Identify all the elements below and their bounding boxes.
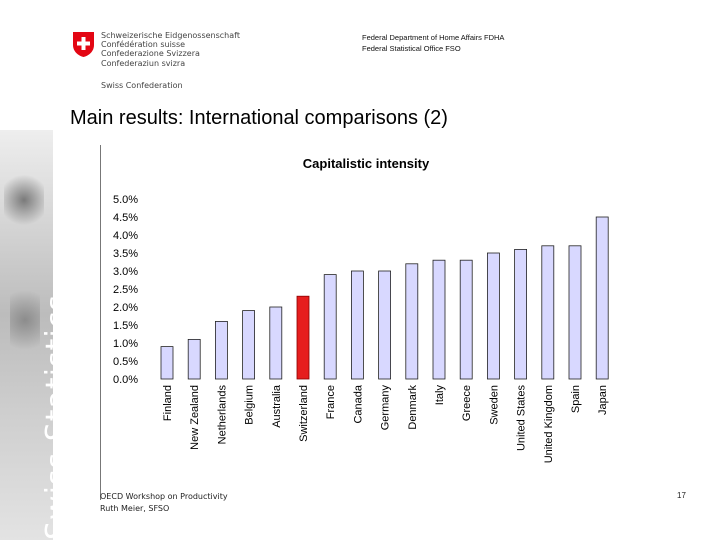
y-tick-label: 1.0%: [113, 338, 138, 350]
x-tick-label: France: [325, 385, 337, 419]
x-tick-label: Germany: [380, 385, 392, 431]
bar: [378, 270, 392, 380]
chart-left-border: [100, 145, 101, 500]
page-number: 17: [677, 491, 686, 500]
footer: OECD Workshop on Productivity Ruth Meier…: [100, 491, 228, 515]
bar: [541, 245, 555, 380]
department-block: Federal Department of Home Affairs FDHA …: [362, 32, 504, 54]
x-tick-label: Finland: [162, 385, 174, 421]
y-tick-label: 3.5%: [113, 248, 138, 260]
bar: [242, 310, 256, 380]
x-tick-label: United Kingdom: [543, 385, 555, 463]
sidebar-label: Swiss Statistics: [40, 294, 53, 540]
bar: [215, 320, 228, 380]
y-tick-label: 1.5%: [113, 320, 138, 332]
bar: [160, 346, 174, 380]
bar: [486, 252, 500, 380]
office-name: Federal Statistical Office FSO: [362, 44, 461, 53]
y-tick-label: 4.5%: [113, 212, 138, 224]
confederation-names: Schweizerische Eidgenossenschaft Confédé…: [101, 31, 240, 68]
footer-author: Ruth Meier, SFSO: [100, 504, 170, 513]
x-tick-label: Denmark: [407, 385, 419, 430]
footer-event: OECD Workshop on Productivity: [100, 492, 228, 501]
x-tick-label: Switzerland: [298, 385, 310, 442]
y-tick-label: 4.0%: [113, 230, 138, 242]
sidebar-photo-shade: [10, 280, 40, 360]
bar: [187, 338, 201, 380]
confederation-line: Confederazione Svizzera: [101, 49, 200, 59]
swiss-cross-shield-icon: [73, 32, 94, 57]
x-tick-label: United States: [516, 385, 528, 452]
sidebar-photo-shade: [4, 170, 44, 230]
y-tick-label: 3.0%: [113, 266, 138, 278]
y-tick-label: 5.0%: [113, 194, 138, 206]
x-tick-label: Netherlands: [216, 385, 228, 445]
confederation-line: Confédération suisse: [101, 40, 186, 50]
x-tick-label: Japan: [597, 385, 609, 415]
y-tick-label: 0.0%: [113, 374, 138, 386]
bar: [568, 245, 582, 380]
x-tick-label: Sweden: [488, 385, 500, 425]
bar: [296, 295, 310, 380]
x-tick-label: Canada: [352, 384, 364, 423]
bar: [595, 216, 609, 380]
x-tick-label: Spain: [570, 385, 582, 413]
department-name: Federal Department of Home Affairs FDHA: [362, 33, 505, 42]
bar: [405, 263, 419, 380]
y-tick-label: 2.0%: [113, 302, 138, 314]
confederation-english: Swiss Confederation: [101, 81, 183, 90]
x-tick-label: Greece: [461, 385, 473, 421]
confederation-line: Schweizerische Eidgenossenschaft: [101, 31, 240, 40]
x-tick-label: Belgium: [244, 385, 256, 425]
chart-title: Capitalistic intensity: [303, 156, 430, 171]
y-tick-label: 2.5%: [113, 284, 138, 296]
bar: [432, 259, 446, 380]
sidebar-swiss-statistics: Swiss Statistics: [0, 130, 53, 540]
confederation-line: Confederaziun svizra: [101, 58, 186, 68]
bar-chart: Capitalistic intensity 5.0% 4.5% 4.0% 3.5% 3.…: [113, 156, 609, 463]
bar: [514, 249, 528, 380]
y-tick-label: 0.5%: [113, 356, 138, 368]
bar: [269, 306, 283, 380]
x-tick-label: Australia: [271, 384, 283, 428]
bar: [323, 274, 337, 380]
bar: [459, 259, 473, 380]
x-tick-label: Italy: [434, 385, 446, 406]
x-tick-label: New Zealand: [189, 385, 201, 450]
page-title: Main results: International comparisons …: [70, 107, 448, 129]
bar: [350, 270, 364, 380]
